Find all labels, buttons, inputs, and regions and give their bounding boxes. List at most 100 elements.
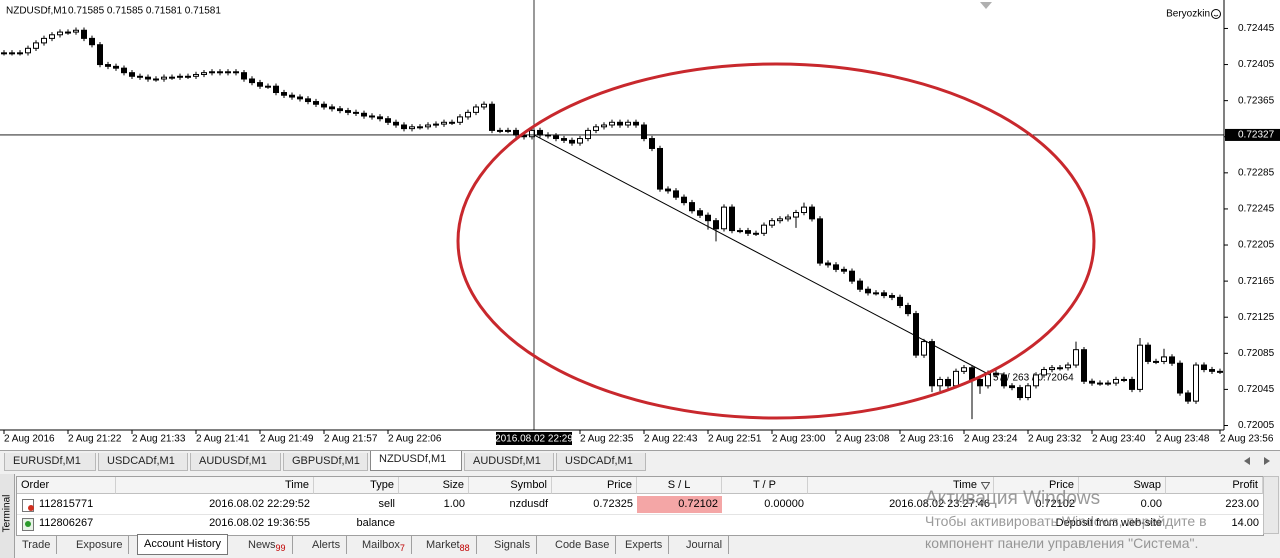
- candle-body: [49, 34, 55, 39]
- column-header[interactable]: Price: [994, 477, 1079, 494]
- candle-body: [233, 71, 239, 74]
- terminal-tab[interactable]: Trade: [16, 536, 58, 554]
- candle-body: [769, 220, 775, 226]
- candle-body: [417, 126, 423, 129]
- y-tick-label: 0.72285: [1238, 167, 1275, 178]
- candle-body: [385, 118, 391, 123]
- smiley-icon: [1211, 9, 1221, 19]
- candle-body: [1049, 367, 1055, 371]
- candle-body: [673, 190, 679, 198]
- column-header[interactable]: Time: [116, 477, 314, 494]
- column-header[interactable]: Symbol: [469, 477, 552, 494]
- terminal-tab[interactable]: Journal: [680, 536, 730, 554]
- terminal-tab[interactable]: Experts: [619, 536, 670, 554]
- candle-body: [265, 85, 271, 88]
- x-tick-label: 2 Aug 23:00: [772, 434, 826, 445]
- candle-body: [897, 296, 903, 306]
- candle-body: [817, 218, 823, 264]
- y-tick-label: 0.72445: [1238, 23, 1275, 34]
- candle-body: [449, 121, 455, 124]
- candle-body: [969, 367, 975, 380]
- order-icon-dot: [25, 521, 31, 527]
- terminal-tab[interactable]: Exposure: [70, 536, 130, 554]
- candle-body: [513, 129, 519, 136]
- candle-body: [217, 71, 223, 74]
- candle-body: [761, 224, 767, 234]
- column-header[interactable]: Profit: [1166, 477, 1263, 494]
- candle-body: [113, 65, 119, 69]
- terminal-tab[interactable]: Mailbox7: [356, 536, 412, 554]
- candle-body: [665, 188, 671, 192]
- column-header[interactable]: Type: [314, 477, 399, 494]
- table-cell: sell: [378, 498, 395, 510]
- symbol-tab[interactable]: NZDUSDf,M1: [370, 451, 462, 471]
- tab-badge: 88: [459, 543, 470, 553]
- terminal-side-label: Terminal: [1, 494, 13, 533]
- terminal-panel: Terminal Order Time Type Size Symbol Price S /…: [0, 474, 1280, 558]
- candle-body: [281, 92, 287, 96]
- candle-body: [1, 52, 7, 55]
- symbol-tab[interactable]: USDCADf,M1: [556, 453, 646, 471]
- candle-body: [929, 341, 935, 387]
- candle-body: [369, 115, 375, 118]
- candle-body: [961, 367, 967, 372]
- column-header[interactable]: Swap: [1079, 477, 1166, 494]
- candle-body: [465, 111, 471, 118]
- tab-label: Trade: [22, 539, 51, 551]
- terminal-tab[interactable]: Signals: [488, 536, 538, 554]
- candle-body: [993, 372, 999, 376]
- candle-body: [1089, 380, 1095, 384]
- candle-body: [617, 121, 623, 126]
- candle-body: [1121, 378, 1127, 381]
- x-tick-label: 2 Aug 22:35: [580, 434, 634, 445]
- scrollbar[interactable]: [1263, 476, 1279, 534]
- candle-body: [481, 103, 487, 108]
- crosshair-price-box: [1225, 128, 1280, 141]
- column-header[interactable]: Price: [552, 477, 637, 494]
- candle-body: [257, 82, 263, 87]
- candle-body: [225, 71, 231, 74]
- y-tick-label: 0.72045: [1238, 384, 1275, 395]
- symbol-tab[interactable]: GBPUSDf,M1: [283, 453, 368, 471]
- candle-body: [1169, 356, 1175, 364]
- column-header[interactable]: Time: [808, 477, 994, 494]
- column-header[interactable]: S / L: [637, 477, 722, 494]
- symbol-tab[interactable]: EURUSDf,M1: [4, 453, 96, 471]
- x-tick-label: 2 Aug 21:57: [324, 434, 378, 445]
- terminal-tab[interactable]: Account History: [137, 534, 229, 555]
- candle-body: [529, 129, 535, 138]
- candle-body: [249, 78, 255, 84]
- candle-body: [657, 147, 663, 190]
- terminal-tab[interactable]: Code Base: [549, 536, 617, 554]
- candle-body: [441, 121, 447, 125]
- terminal-tab[interactable]: News99: [242, 536, 293, 554]
- candle-body: [137, 75, 143, 78]
- symbol-tab[interactable]: AUDUSDf,M1: [464, 453, 554, 471]
- column-header[interactable]: Order: [17, 477, 116, 494]
- order-icon: [22, 499, 34, 512]
- candle-body: [345, 110, 351, 113]
- tab-scroll-arrows[interactable]: [1240, 454, 1276, 468]
- crosshair-time-box: [496, 432, 572, 445]
- terminal-tab[interactable]: Alerts: [306, 536, 348, 554]
- candle-body: [1177, 362, 1183, 394]
- tab-badge: 99: [275, 543, 286, 553]
- candle-body: [193, 73, 199, 77]
- terminal-tab[interactable]: Market88: [420, 536, 477, 554]
- y-tick-label: 0.72405: [1238, 59, 1275, 70]
- symbol-tab[interactable]: AUDUSDf,M1: [190, 453, 281, 471]
- y-tick-label: 0.72125: [1238, 312, 1275, 323]
- column-header[interactable]: Size: [399, 477, 469, 494]
- table-cell: 0.00000: [764, 498, 804, 510]
- column-header[interactable]: T / P: [722, 477, 808, 494]
- annotation-ellipse: [456, 62, 1096, 420]
- tab-label: Mailbox: [362, 539, 400, 551]
- candle-body: [1009, 385, 1015, 389]
- candle-body: [169, 76, 175, 79]
- candle-body: [593, 126, 599, 131]
- table-cell: 0.72102: [1035, 498, 1075, 510]
- symbol-tab[interactable]: USDCADf,M1: [98, 453, 188, 471]
- candle-body: [569, 139, 575, 144]
- table-cell: 112815771: [39, 498, 94, 510]
- table-cell: nzdusdf: [509, 498, 548, 510]
